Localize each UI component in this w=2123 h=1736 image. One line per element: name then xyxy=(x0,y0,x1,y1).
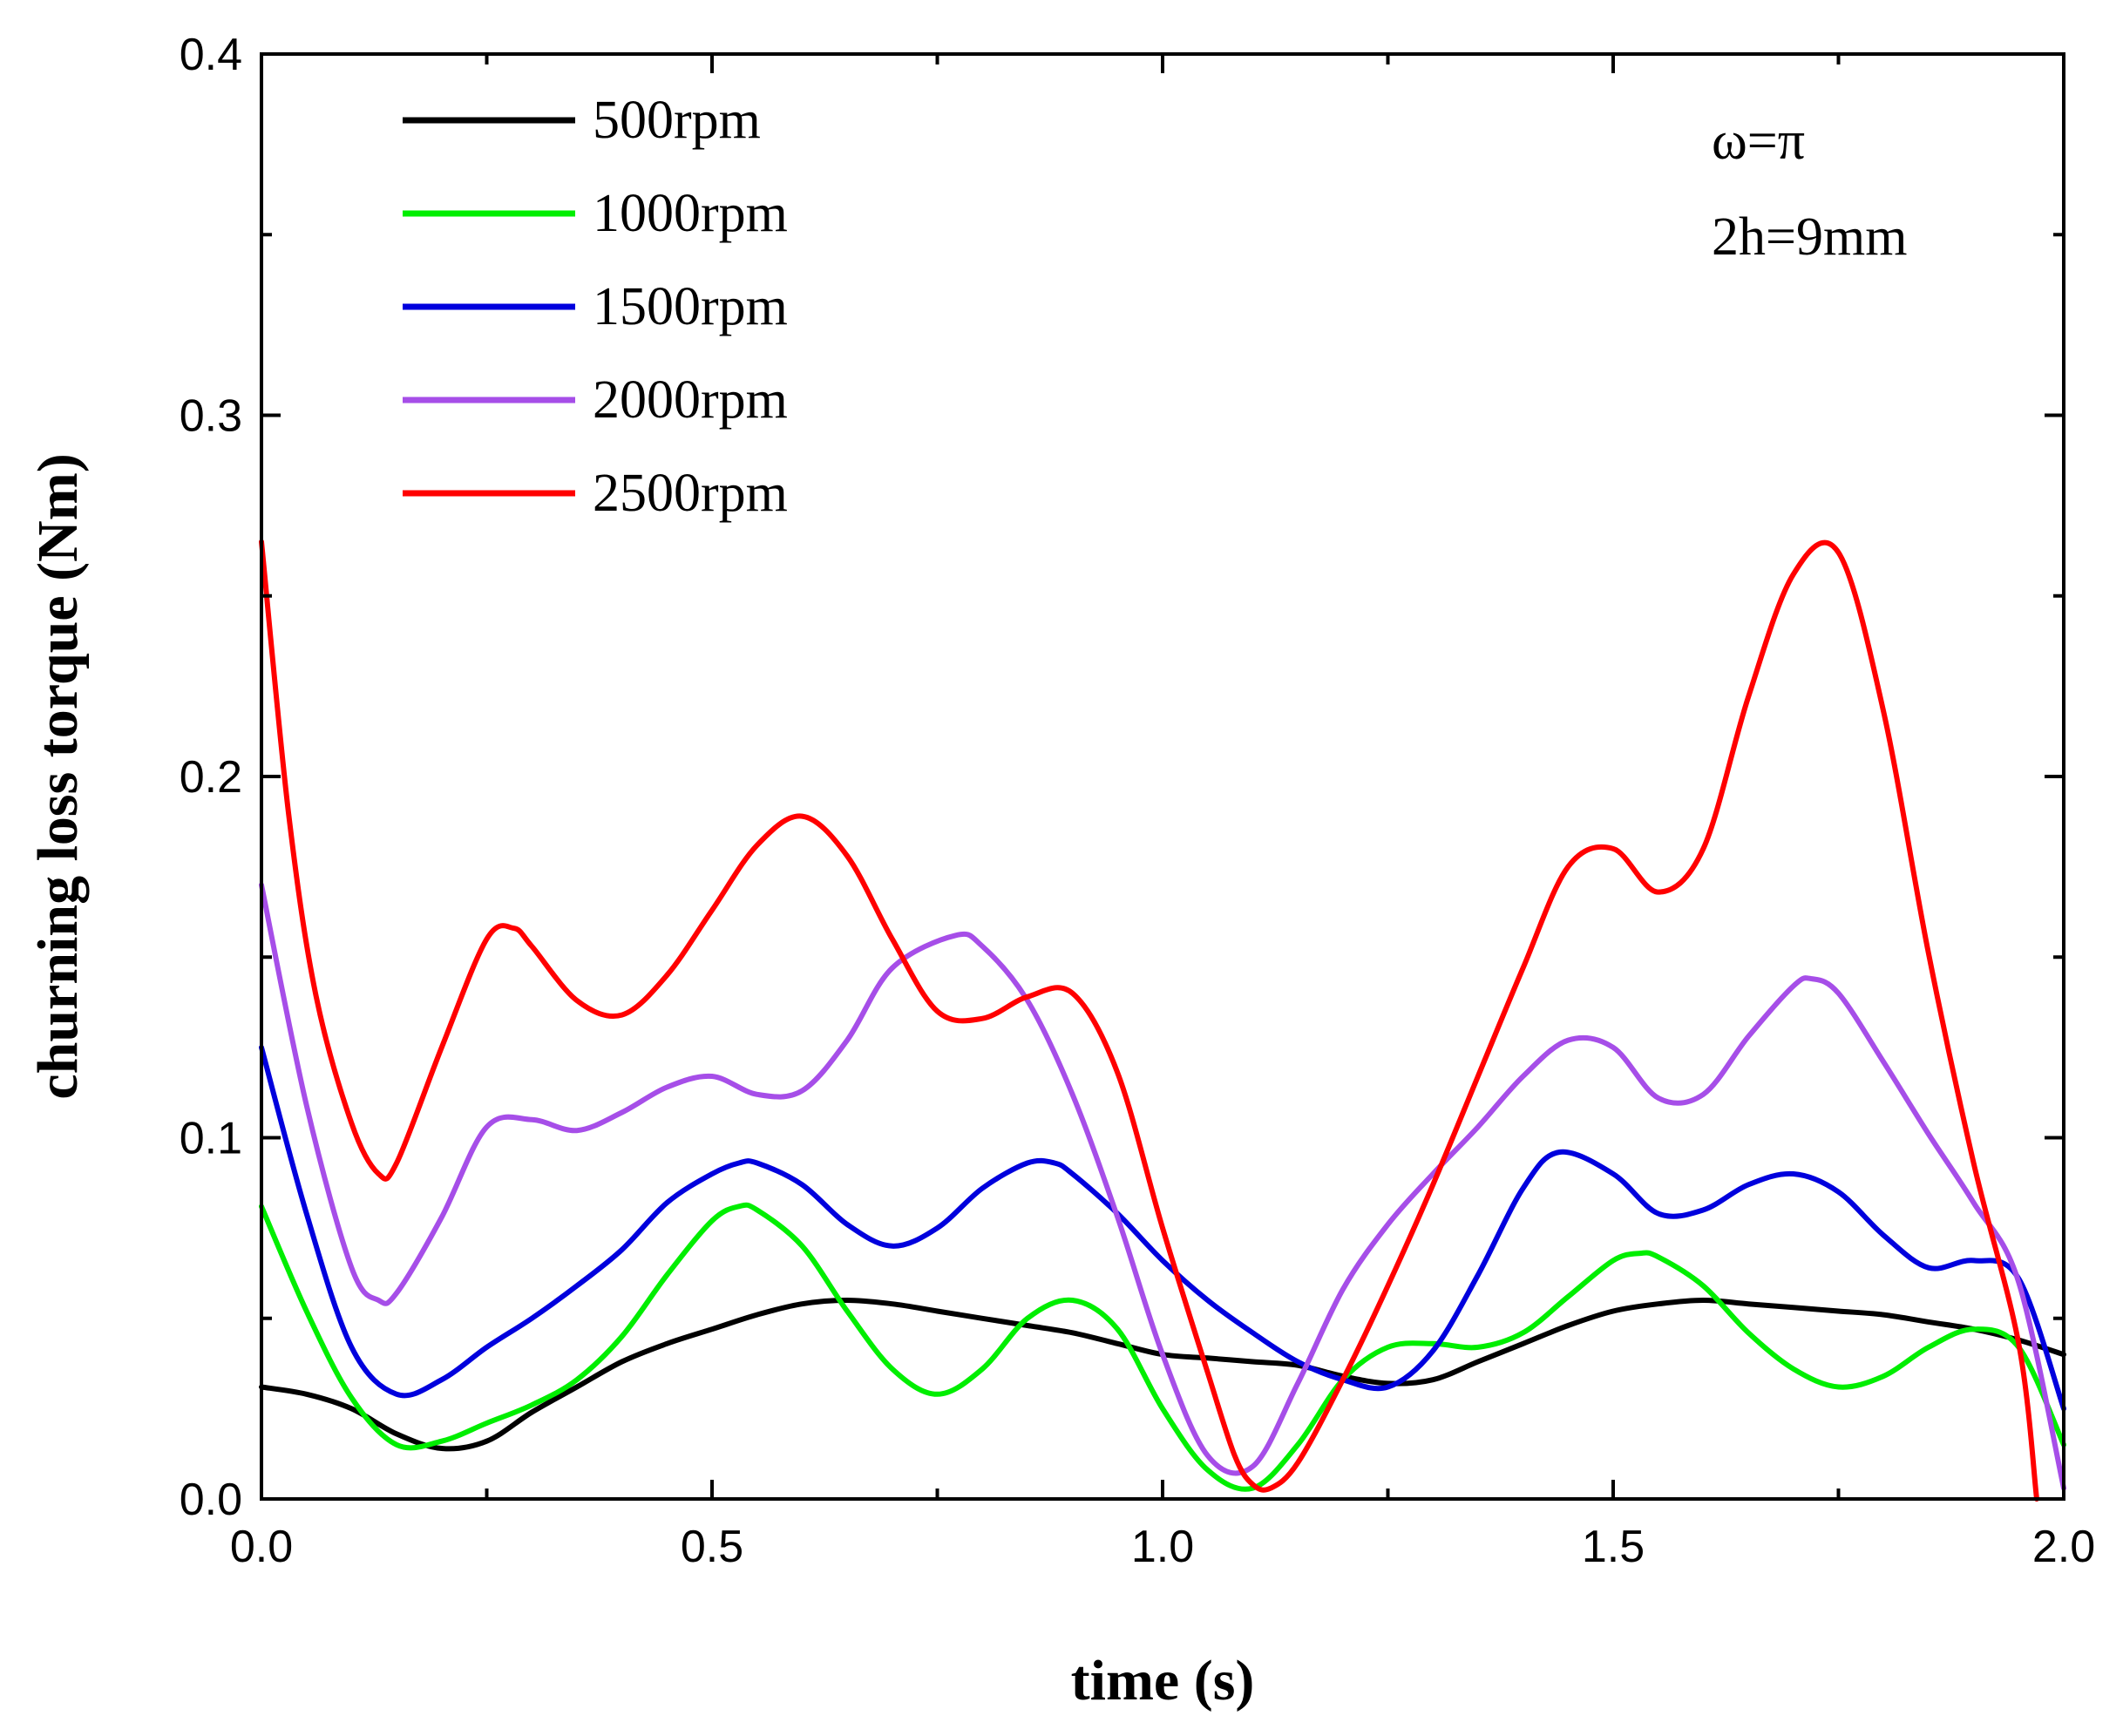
series-line-2500rpm xyxy=(259,539,2039,1502)
series-line-1000rpm xyxy=(259,1202,2066,1492)
x-tick-label: 0.0 xyxy=(230,1522,293,1572)
y-tick-label: 0.0 xyxy=(180,1475,242,1525)
legend-label-1000rpm: 1000rpm xyxy=(593,184,788,243)
series-line-2000rpm xyxy=(259,882,2066,1491)
legend: 500rpm 1000rpm 1500rpm 2000rpm 2500rpm xyxy=(403,91,788,523)
annotation-thickness: 2h=9mm xyxy=(1712,207,1907,267)
legend-label-2500rpm: 2500rpm xyxy=(593,464,788,523)
x-tick-label: 0.5 xyxy=(681,1522,743,1572)
x-tick-label: 2.0 xyxy=(2032,1522,2095,1572)
x-tick-label: 1.5 xyxy=(1582,1522,1645,1572)
y-tick-label: 0.2 xyxy=(180,752,242,803)
ticks-layer: 0.0 0.5 1.0 1.5 2.0 0.0 0.1 0.2 0.3 0.4 xyxy=(180,30,2095,1572)
series-layer xyxy=(259,539,2066,1502)
y-axis-title: churning loss torque (Nm) xyxy=(26,453,90,1099)
x-tick-label: 1.0 xyxy=(1131,1522,1194,1572)
annotation-omega: ω=π xyxy=(1712,112,1805,171)
y-tick-label: 0.3 xyxy=(180,391,242,442)
legend-label-2000rpm: 2000rpm xyxy=(593,370,788,430)
series-line-500rpm xyxy=(259,1298,2066,1452)
legend-label-1500rpm: 1500rpm xyxy=(593,277,788,336)
x-axis-title: time (s) xyxy=(1071,1649,1255,1712)
y-tick-label: 0.4 xyxy=(180,30,242,80)
plot-frame xyxy=(260,52,2065,1501)
legend-label-500rpm: 500rpm xyxy=(593,91,761,150)
y-tick-label: 0.1 xyxy=(180,1114,242,1164)
